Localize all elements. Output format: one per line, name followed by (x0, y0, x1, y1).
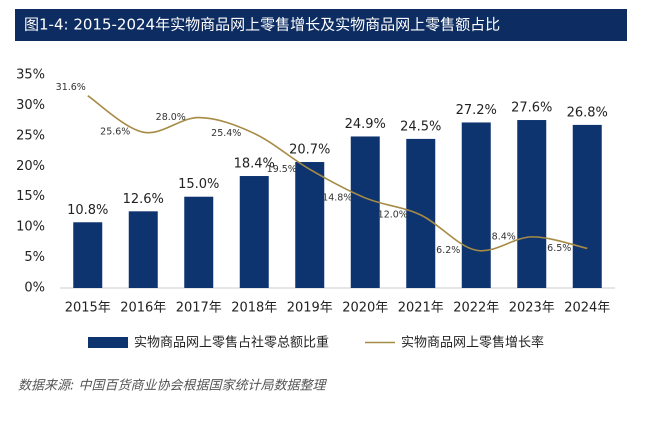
y-tick-label: 15% (16, 189, 45, 204)
y-tick-label: 30% (16, 98, 45, 113)
y-tick-label: 0% (24, 281, 45, 296)
legend-label: 实物商品网上零售占社零总额比重 (134, 335, 329, 351)
source-note: 数据来源: 中国百货商业协会根据国家统计局数据整理 (18, 378, 328, 394)
bar-value-label: 18.4% (234, 157, 275, 172)
x-tick-label: 2024年 (564, 301, 610, 316)
line-value-label: 8.4% (492, 231, 516, 242)
y-tick-label: 10% (16, 220, 45, 235)
line-value-label: 6.5% (547, 243, 571, 254)
line-value-label: 25.4% (211, 128, 241, 139)
x-tick-label: 2015年 (65, 301, 111, 316)
bar (128, 211, 158, 288)
bar-value-label: 10.8% (67, 203, 108, 218)
bar (572, 124, 602, 288)
line-value-label: 25.6% (100, 127, 130, 138)
bar-value-label: 24.5% (400, 119, 441, 134)
x-tick-label: 2016年 (120, 301, 166, 316)
line-value-label: 6.2% (436, 245, 460, 256)
x-tick-label: 2017年 (176, 301, 222, 316)
y-tick-label: 20% (16, 159, 45, 174)
x-tick-label: 2020年 (342, 301, 388, 316)
y-tick-label: 25% (16, 128, 45, 143)
y-tick-label: 35% (16, 68, 45, 83)
x-tick-label: 2018年 (231, 301, 277, 316)
bar-value-label: 24.9% (345, 117, 386, 132)
title-bar (15, 9, 627, 41)
line-value-label: 31.6% (56, 82, 86, 93)
bar (184, 196, 214, 288)
bar (461, 122, 491, 289)
bar-value-label: 12.6% (123, 192, 164, 207)
y-tick-label: 5% (24, 250, 45, 265)
line-value-label: 28.0% (156, 112, 186, 123)
line-value-label: 14.8% (322, 192, 352, 203)
legend-label: 实物商品网上零售增长率 (401, 335, 544, 351)
bar (350, 136, 380, 288)
bar (295, 162, 325, 288)
bar-value-label: 15.0% (178, 177, 219, 192)
line (87, 95, 588, 252)
bar-value-label: 27.6% (511, 101, 552, 116)
bar-value-label: 26.8% (567, 105, 608, 120)
bar (517, 120, 547, 288)
bar (73, 222, 103, 288)
x-tick-label: 2023年 (509, 301, 555, 316)
bar (239, 176, 269, 288)
bar (406, 138, 436, 288)
bar-value-label: 27.2% (456, 103, 497, 118)
line-value-label: 19.5% (267, 164, 297, 175)
x-tick-label: 2022年 (453, 301, 499, 316)
x-tick-label: 2019年 (287, 301, 333, 316)
x-tick-label: 2021年 (398, 301, 444, 316)
chart-title: 图1-4: 2015-2024年实物商品网上零售增长及实物商品网上零售额占比 (24, 16, 500, 34)
line-value-label: 12.0% (378, 209, 408, 220)
legend-swatch (88, 337, 128, 348)
bar-value-label: 20.7% (289, 143, 330, 158)
